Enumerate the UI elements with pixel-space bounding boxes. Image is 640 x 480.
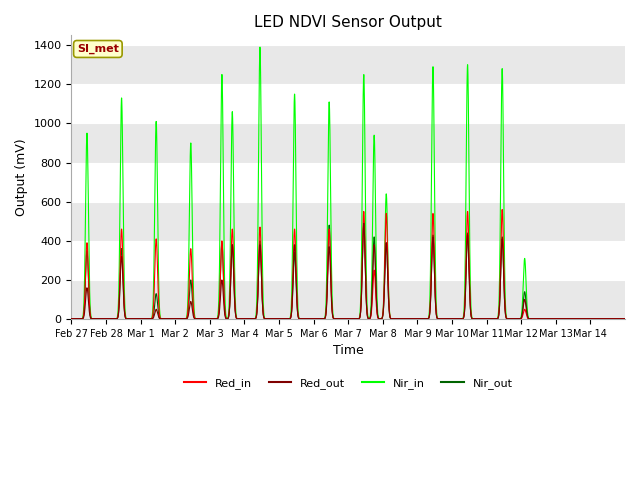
Legend: Red_in, Red_out, Nir_in, Nir_out: Red_in, Red_out, Nir_in, Nir_out [179, 373, 517, 393]
Bar [72, 45, 625, 84]
Text: SI_met: SI_met [77, 44, 119, 54]
X-axis label: Time: Time [333, 344, 364, 357]
Bar [72, 123, 625, 163]
Bar [72, 280, 625, 319]
Title: LED NDVI Sensor Output: LED NDVI Sensor Output [254, 15, 442, 30]
Y-axis label: Output (mV): Output (mV) [15, 138, 28, 216]
Bar [72, 84, 625, 123]
Bar [72, 202, 625, 241]
Bar [72, 45, 625, 84]
Bar [72, 123, 625, 163]
